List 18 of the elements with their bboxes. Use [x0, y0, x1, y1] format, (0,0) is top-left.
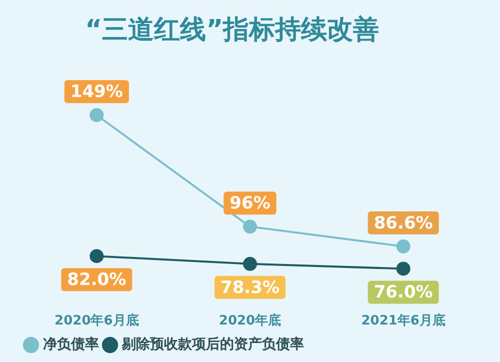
data-label: 78.3% — [220, 278, 280, 298]
point — [90, 108, 104, 122]
point — [243, 256, 257, 271]
point — [396, 239, 410, 254]
point — [396, 262, 410, 276]
legend-label: 剔除预收款项后的资产负债率 — [121, 336, 304, 353]
x-tick-label: 2021年6月底 — [361, 312, 446, 329]
x-tick-label: 2020年6月底 — [54, 312, 139, 329]
data-label: 82.0% — [67, 270, 126, 290]
legend-label: 净负债率 — [43, 336, 99, 353]
data-label: 76.0% — [374, 282, 433, 303]
data-label: 149% — [70, 82, 123, 102]
point — [243, 220, 257, 234]
x-tick-label: 2020年底 — [218, 312, 282, 329]
data-label: 86.6% — [374, 213, 433, 234]
point — [90, 249, 104, 264]
data-label: 96% — [230, 194, 270, 214]
chart-title: “三道红线”指标持续改善 — [84, 14, 380, 46]
